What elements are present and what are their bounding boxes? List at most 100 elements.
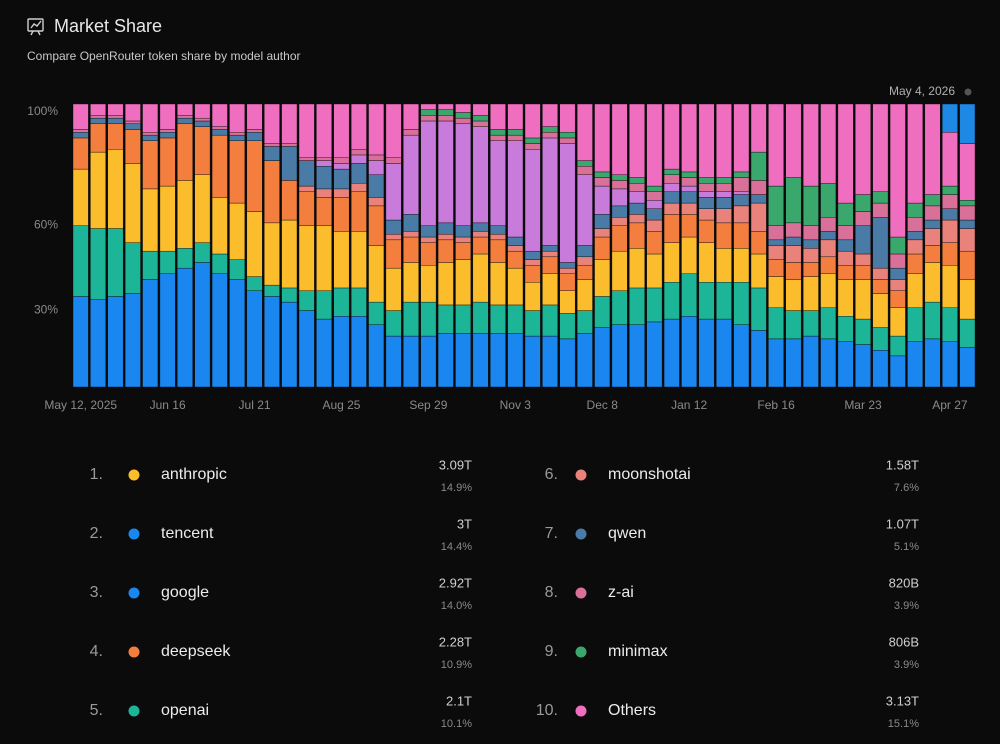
bar-segment [368, 174, 385, 198]
bar-segment [229, 279, 246, 388]
bar-segment [733, 205, 750, 224]
bar-segment [420, 120, 437, 226]
bar-segment [507, 245, 524, 252]
bar-segment [559, 132, 576, 139]
bar-segment [698, 219, 715, 243]
bar-segment [246, 132, 263, 141]
bar-segment [872, 267, 889, 280]
bar-segment [924, 301, 941, 340]
bar-segment [455, 112, 472, 119]
bar-segment [889, 253, 906, 269]
bar-segment [420, 242, 437, 266]
bar-segment [768, 185, 784, 226]
bar-segment [229, 259, 246, 280]
bar-segment [159, 250, 176, 275]
bar-segment [246, 276, 263, 291]
bar-segment [820, 103, 837, 184]
bar-segment [385, 233, 402, 241]
bar-segment [403, 262, 419, 303]
bar-segment [490, 134, 506, 141]
bar-segment [142, 134, 159, 141]
token-share: 3.9% [894, 659, 919, 671]
bar-segment [716, 177, 732, 184]
bar-segment [872, 202, 889, 218]
bar-segment [455, 333, 472, 388]
bar-segment [385, 103, 402, 158]
x-tick-label: Sep 29 [409, 398, 447, 412]
bar-segment [629, 222, 645, 249]
bar-segment [229, 140, 246, 204]
bar-segment [750, 330, 767, 388]
author-name: minimax [608, 643, 668, 660]
bar-segment [524, 335, 541, 388]
bar-segment [663, 214, 680, 243]
bar-segment [663, 242, 680, 283]
bar-segment [350, 287, 367, 317]
bar-segment [802, 103, 819, 187]
bar-segment [316, 188, 332, 198]
bar-segment [733, 194, 750, 207]
bar-segment [437, 109, 454, 116]
bar-segment [611, 225, 628, 252]
bar-segment [646, 321, 663, 388]
bar-segment [368, 205, 385, 246]
bar-segment [298, 191, 315, 226]
bar-segment [420, 265, 437, 303]
bar-segment [820, 239, 837, 258]
bar-segment [524, 149, 541, 252]
bar-segment [959, 219, 976, 229]
bar-segment [246, 290, 263, 388]
bar-segment [333, 163, 350, 170]
bar-segment [159, 129, 176, 133]
rank: 4. [90, 643, 103, 660]
bar-segment [629, 202, 645, 215]
bar-segment [716, 222, 732, 249]
x-tick-label: Apr 27 [932, 398, 968, 412]
bar-segment [785, 177, 802, 224]
bar-segment [959, 205, 976, 221]
bar-segment [455, 225, 472, 238]
bar-segment [716, 191, 732, 198]
rank: 3. [90, 584, 103, 601]
bar-segment [872, 293, 889, 328]
bar-segment [524, 259, 541, 266]
bar-segment [959, 200, 976, 207]
bar-segment [594, 185, 611, 215]
token-count: 806B [889, 634, 919, 649]
bar-segment [907, 216, 924, 232]
bar-segment [924, 245, 941, 263]
bar-segment [229, 134, 246, 141]
bar-segment [837, 316, 854, 342]
bar-segment [490, 239, 506, 263]
rank: 6. [545, 466, 558, 483]
bar-segment [785, 245, 802, 263]
bar-segment [403, 103, 419, 130]
bar-segment [298, 290, 315, 311]
bar-segment [177, 117, 193, 125]
bar-segment [177, 123, 193, 181]
bar-segment [333, 197, 350, 232]
rank: 10. [536, 702, 558, 719]
bar-segment [211, 129, 228, 136]
bar-segment [455, 117, 472, 125]
bar-segment [350, 231, 367, 289]
bar-segment [646, 103, 663, 187]
bar-segment [490, 129, 506, 136]
bar-segment [611, 205, 628, 218]
author-name: anthropic [161, 466, 227, 483]
bar-segment [889, 279, 906, 291]
bar-segment [124, 129, 141, 164]
bar-segment [907, 103, 924, 204]
rank: 7. [545, 525, 558, 542]
bar-segment [889, 103, 906, 238]
bar-segment [437, 304, 454, 334]
bar-segment [629, 324, 645, 388]
bar-segment [542, 273, 558, 306]
bar-segment [385, 310, 402, 337]
bar-segment [385, 219, 402, 235]
bar-segment [559, 137, 576, 144]
bar-segment [177, 103, 193, 116]
bar-segment [107, 115, 124, 119]
token-count: 2.92T [439, 575, 472, 590]
bar-segment [716, 318, 732, 388]
